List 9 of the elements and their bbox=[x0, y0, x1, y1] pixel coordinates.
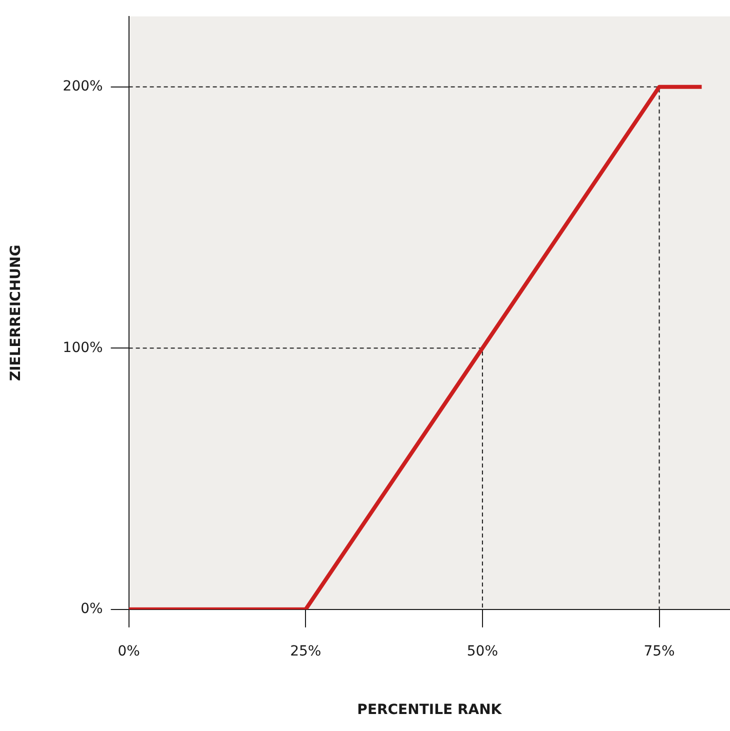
x-axis-title: PERCENTILE RANK bbox=[357, 702, 503, 718]
x-tick-label: 50% bbox=[466, 643, 498, 660]
x-tick-label: 25% bbox=[290, 643, 322, 660]
y-tick-label: 200% bbox=[62, 78, 103, 95]
y-tick-label: 100% bbox=[62, 340, 103, 356]
y-tick-label: 0% bbox=[80, 601, 103, 618]
y-axis-title: ZIELERREICHUNG bbox=[8, 244, 24, 382]
x-tick-label: 75% bbox=[644, 643, 675, 660]
x-tick-label: 0% bbox=[118, 643, 140, 660]
